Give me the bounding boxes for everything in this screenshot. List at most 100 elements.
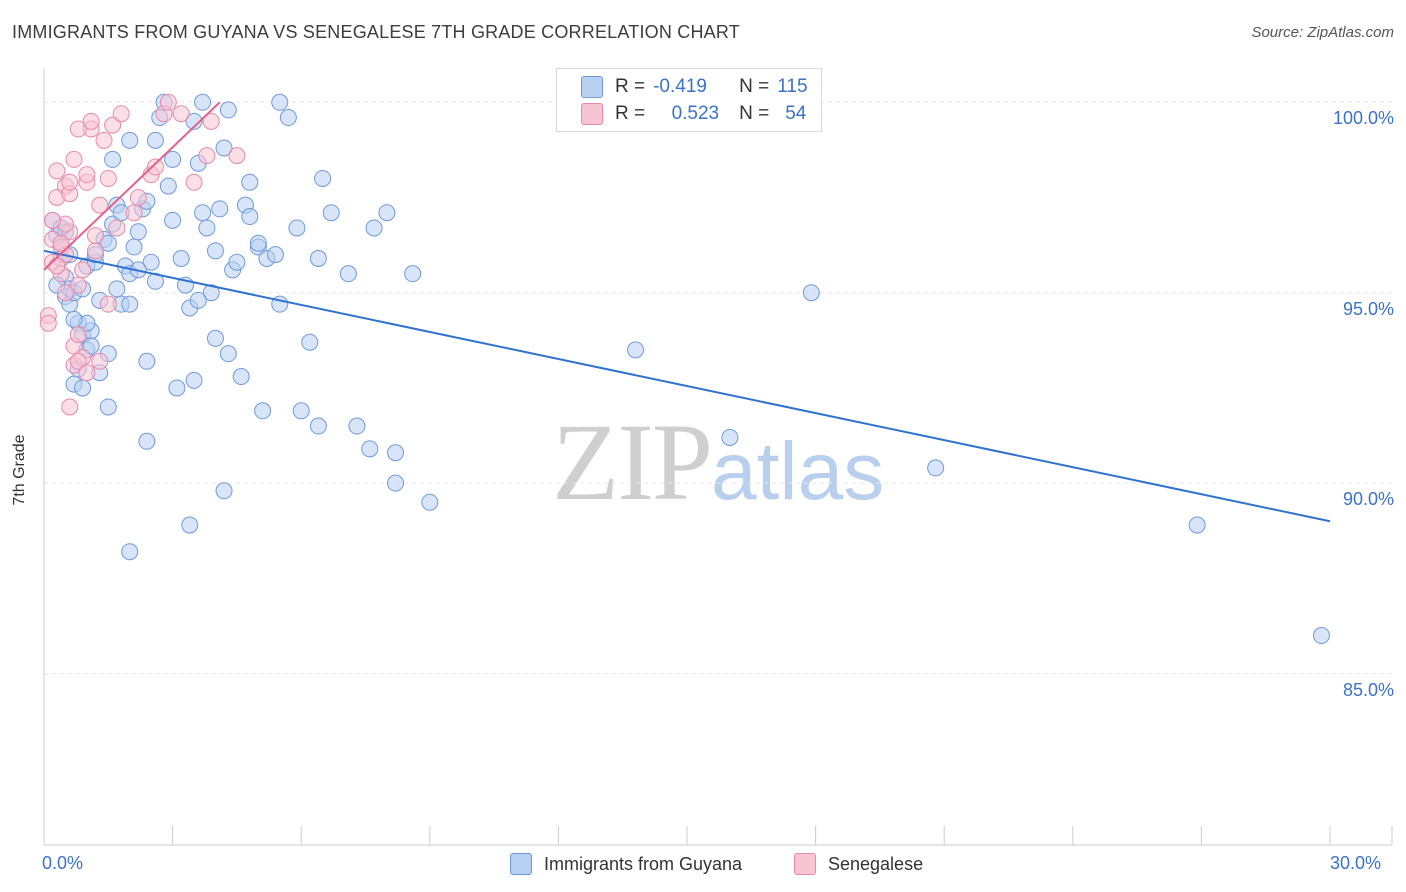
data-point-senegalese (108, 219, 126, 237)
r-label: R = (615, 76, 646, 97)
legend-swatch-blue (510, 853, 532, 875)
data-point-guyana (146, 131, 164, 149)
legend-item-guyana: Immigrants from Guyana (510, 852, 742, 876)
data-point-senegalese (39, 314, 57, 332)
data-point-guyana (211, 200, 229, 218)
data-point-guyana (378, 204, 396, 222)
data-point-guyana (164, 211, 182, 229)
trend-line-senegalese (43, 101, 221, 271)
watermark-atlas: atlas (711, 426, 885, 517)
data-point-guyana (142, 253, 160, 271)
data-point-guyana (314, 169, 332, 187)
data-point-guyana (1188, 516, 1206, 534)
data-point-guyana (202, 284, 220, 302)
legend-item-senegalese: Senegalese (794, 852, 923, 876)
data-point-senegalese (125, 204, 143, 222)
watermark-zip: ZIP (552, 401, 713, 523)
data-point-guyana (215, 482, 233, 500)
data-point-senegalese (129, 189, 147, 206)
data-point-guyana (206, 242, 224, 260)
data-point-guyana (125, 238, 143, 256)
trend-line-guyana (43, 249, 1331, 523)
data-point-senegalese (78, 166, 96, 184)
data-point-guyana (168, 379, 186, 397)
r-value: -0.419 (653, 76, 707, 97)
data-point-guyana (271, 93, 289, 111)
trend-lines (43, 101, 1331, 523)
data-point-guyana (219, 345, 237, 363)
data-point-senegalese (198, 147, 216, 165)
source-label: Source: ZipAtlas.com (1251, 24, 1394, 41)
data-point-guyana (387, 474, 405, 492)
data-point-senegalese (86, 242, 104, 260)
data-point-senegalese (69, 352, 87, 370)
stats-row-guyana: R = -0.419 N = 115 (581, 74, 808, 100)
data-point-guyana (99, 234, 117, 252)
data-point-guyana (309, 417, 327, 435)
n-value: 54 (785, 103, 807, 124)
data-point-guyana (121, 295, 139, 313)
data-point-guyana (121, 131, 139, 149)
data-point-senegalese (91, 196, 109, 214)
legend-swatch-pink (581, 103, 603, 125)
chart-title: IMMIGRANTS FROM GUYANA VS SENEGALESE 7TH… (12, 22, 740, 42)
legend-swatch-blue (581, 76, 603, 98)
data-point-guyana (249, 234, 267, 252)
data-point-guyana (129, 223, 147, 241)
data-point-senegalese (95, 131, 113, 149)
data-point-senegalese (228, 147, 246, 165)
legend-label-senegalese: Senegalese (828, 853, 924, 874)
data-point-senegalese (82, 112, 100, 130)
data-point-senegalese (61, 173, 79, 191)
data-point-guyana (1312, 627, 1330, 645)
data-point-guyana (288, 219, 306, 237)
y-tick-label: 85.0% (1342, 679, 1394, 700)
data-point-senegalese (159, 93, 177, 111)
legend-label-guyana: Immigrants from Guyana (544, 853, 743, 874)
y-tick-label: 100.0% (1332, 108, 1394, 129)
y-tick-label: 90.0% (1342, 489, 1394, 510)
data-point-guyana (219, 101, 237, 119)
x-tick-label-max: 30.0% (1330, 853, 1382, 873)
data-point-guyana (404, 265, 422, 283)
data-point-guyana (927, 459, 945, 477)
data-point-senegalese (104, 116, 122, 134)
data-point-guyana (365, 219, 383, 237)
data-point-guyana (228, 253, 246, 271)
data-point-senegalese (69, 326, 87, 344)
series-guyana-points (44, 93, 1330, 645)
data-point-guyana (99, 398, 117, 416)
data-point-guyana (138, 432, 156, 450)
data-point-guyana (348, 417, 366, 435)
x-tick-label-min: 0.0% (42, 853, 84, 873)
data-point-senegalese (78, 364, 96, 382)
data-point-senegalese (52, 234, 70, 252)
data-point-guyana (181, 516, 199, 534)
data-point-guyana (279, 109, 297, 127)
y-tick-label: 95.0% (1342, 298, 1394, 319)
data-point-guyana (292, 402, 310, 420)
data-point-senegalese (91, 352, 109, 370)
data-point-guyana (254, 402, 272, 420)
data-point-senegalese (56, 284, 74, 302)
data-point-guyana (721, 428, 739, 446)
data-point-guyana (65, 310, 83, 328)
data-point-guyana (104, 150, 122, 168)
r-value: 0.523 (671, 103, 720, 124)
data-point-guyana (232, 368, 250, 386)
data-point-senegalese (44, 211, 62, 229)
data-point-guyana (241, 173, 259, 191)
data-point-senegalese (99, 169, 117, 187)
data-point-senegalese (202, 112, 220, 130)
data-point-guyana (301, 333, 319, 351)
stats-legend: R = -0.419 N = 115 R = 0.523 N = 54 (556, 68, 822, 132)
data-point-guyana (627, 341, 645, 359)
data-point-senegalese (69, 120, 87, 138)
data-point-guyana (802, 284, 820, 302)
data-point-guyana (206, 329, 224, 347)
data-point-guyana (339, 265, 357, 283)
legend-swatch-pink (794, 853, 816, 875)
data-point-guyana (194, 93, 212, 111)
data-point-guyana (361, 440, 379, 458)
